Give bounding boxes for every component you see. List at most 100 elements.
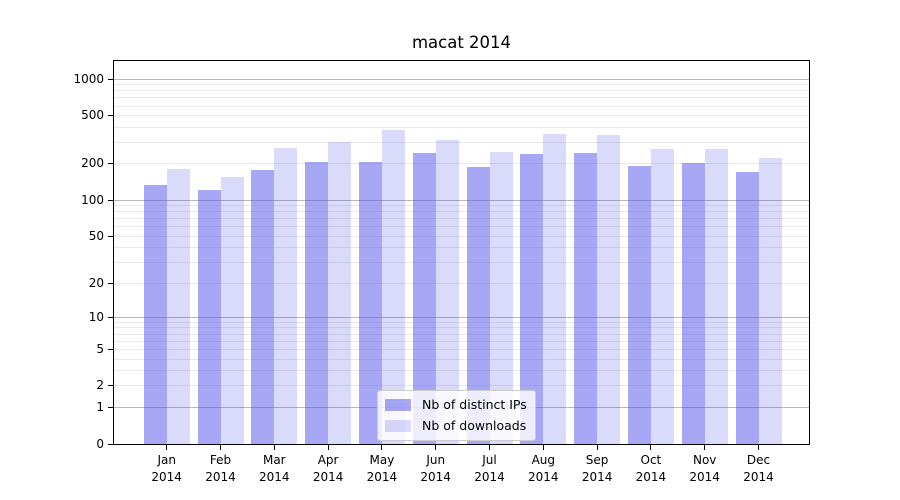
bar-downloads-jul bbox=[489, 151, 513, 444]
minor-gridline bbox=[114, 126, 809, 128]
month-year: 2014 bbox=[312, 470, 344, 484]
bar-ips-jun bbox=[412, 153, 436, 444]
bar-downloads-nov bbox=[704, 148, 728, 444]
month-year: 2014 bbox=[366, 470, 398, 484]
x-tick-mark bbox=[650, 445, 652, 450]
x-tick-label: Oct 2014 bbox=[624, 452, 678, 486]
month-name: Jun bbox=[426, 453, 446, 467]
y-tick-mark bbox=[108, 443, 114, 445]
y-tick-mark bbox=[108, 348, 114, 350]
x-tick-label: Jun 2014 bbox=[409, 452, 463, 486]
month-name: Jan bbox=[157, 453, 176, 467]
month-name: Oct bbox=[640, 453, 662, 467]
month-year: 2014 bbox=[689, 470, 720, 484]
bar-downloads-aug bbox=[543, 133, 567, 444]
y-tick-label: 2 bbox=[96, 378, 104, 393]
minor-gridline bbox=[114, 262, 809, 264]
y-tick-label: 10 bbox=[88, 309, 104, 324]
y-tick-mark bbox=[108, 78, 114, 80]
minor-gridline bbox=[114, 163, 809, 165]
x-tick-mark bbox=[220, 445, 221, 450]
y-tick-mark bbox=[108, 163, 114, 165]
month-name: Apr bbox=[317, 453, 339, 467]
minor-gridline bbox=[114, 115, 809, 117]
minor-gridline bbox=[114, 205, 809, 207]
x-tick-mark bbox=[489, 445, 490, 450]
bar-ips-aug bbox=[520, 154, 544, 444]
bar-downloads-dec bbox=[758, 158, 782, 444]
y-tick-label: 20 bbox=[88, 275, 104, 290]
y-tick-label: 1 bbox=[96, 399, 104, 414]
month-name: Feb bbox=[209, 453, 232, 467]
y-tick-label: 200 bbox=[81, 156, 104, 171]
month-name: Sep bbox=[585, 453, 609, 467]
minor-gridline bbox=[114, 90, 809, 92]
legend-item-distinct-ips: Nb of distinct IPs bbox=[385, 396, 527, 414]
month-year: 2014 bbox=[474, 470, 505, 484]
x-tick-label: Jul 2014 bbox=[463, 452, 517, 486]
bar-ips-jan bbox=[143, 184, 167, 444]
bar-ips-dec bbox=[735, 172, 759, 444]
minor-gridline bbox=[114, 247, 809, 249]
x-tick-mark bbox=[542, 445, 544, 450]
bar-ips-feb bbox=[197, 190, 221, 444]
bar-ips-mar bbox=[251, 170, 275, 444]
minor-gridline bbox=[114, 348, 809, 350]
month-name: Jul bbox=[482, 453, 497, 467]
plot-area: Nb of distinct IPs Nb of downloads bbox=[113, 60, 810, 445]
bar-downloads-sep bbox=[597, 135, 621, 444]
minor-gridline bbox=[114, 142, 809, 144]
bar-downloads-jan bbox=[166, 168, 190, 444]
x-tick-label: May 2014 bbox=[355, 452, 409, 486]
y-tick-label: 100 bbox=[81, 192, 104, 207]
month-year: 2014 bbox=[259, 470, 290, 484]
y-tick-mark bbox=[108, 316, 114, 318]
month-year: 2014 bbox=[528, 470, 559, 484]
bar-ips-may bbox=[358, 162, 382, 444]
y-tick-mark bbox=[108, 199, 114, 201]
bar-downloads-mar bbox=[274, 147, 298, 444]
chart-title: macat 2014 bbox=[411, 33, 512, 52]
bar-ips-jul bbox=[466, 167, 490, 444]
y-tick-label: 500 bbox=[81, 108, 104, 123]
bar-downloads-apr bbox=[328, 141, 352, 444]
y-tick-mark bbox=[108, 406, 114, 408]
bars-layer bbox=[114, 61, 809, 444]
minor-gridline bbox=[114, 340, 809, 342]
minor-gridline bbox=[114, 333, 809, 335]
x-tick-mark bbox=[327, 445, 329, 450]
major-gridline bbox=[114, 316, 809, 318]
bar-downloads-feb bbox=[220, 176, 244, 444]
major-gridline bbox=[114, 78, 809, 80]
minor-gridline bbox=[114, 358, 809, 360]
x-tick-mark bbox=[381, 445, 383, 450]
x-tick-label: Jan 2014 bbox=[140, 452, 194, 486]
month-name: Mar bbox=[262, 453, 286, 467]
legend-item-downloads: Nb of downloads bbox=[385, 417, 527, 435]
bar-ips-oct bbox=[627, 166, 651, 444]
bar-ips-nov bbox=[681, 163, 705, 444]
minor-gridline bbox=[114, 226, 809, 228]
y-tick-mark bbox=[108, 385, 114, 387]
legend-label-distinct-ips: Nb of distinct IPs bbox=[422, 397, 527, 412]
y-tick-label: 0 bbox=[96, 436, 104, 451]
y-tick-label: 1000 bbox=[73, 71, 104, 86]
x-tick-mark bbox=[435, 445, 437, 450]
x-tick-mark bbox=[758, 445, 759, 450]
minor-gridline bbox=[114, 385, 809, 387]
y-tick-mark bbox=[108, 282, 114, 284]
x-tick-label: Apr 2014 bbox=[301, 452, 355, 486]
bar-downloads-oct bbox=[650, 148, 674, 444]
legend: Nb of distinct IPs Nb of downloads bbox=[377, 390, 536, 441]
x-tick-label: Mar 2014 bbox=[247, 452, 301, 486]
y-tick-label: 5 bbox=[96, 341, 104, 356]
minor-gridline bbox=[114, 105, 809, 107]
y-tick-mark bbox=[108, 115, 114, 117]
grid-layer bbox=[114, 61, 809, 444]
x-tick-mark bbox=[704, 445, 706, 450]
month-name: Nov bbox=[692, 453, 717, 467]
x-tick-label: Sep 2014 bbox=[570, 452, 624, 486]
minor-gridline bbox=[114, 327, 809, 329]
minor-gridline bbox=[114, 218, 809, 220]
